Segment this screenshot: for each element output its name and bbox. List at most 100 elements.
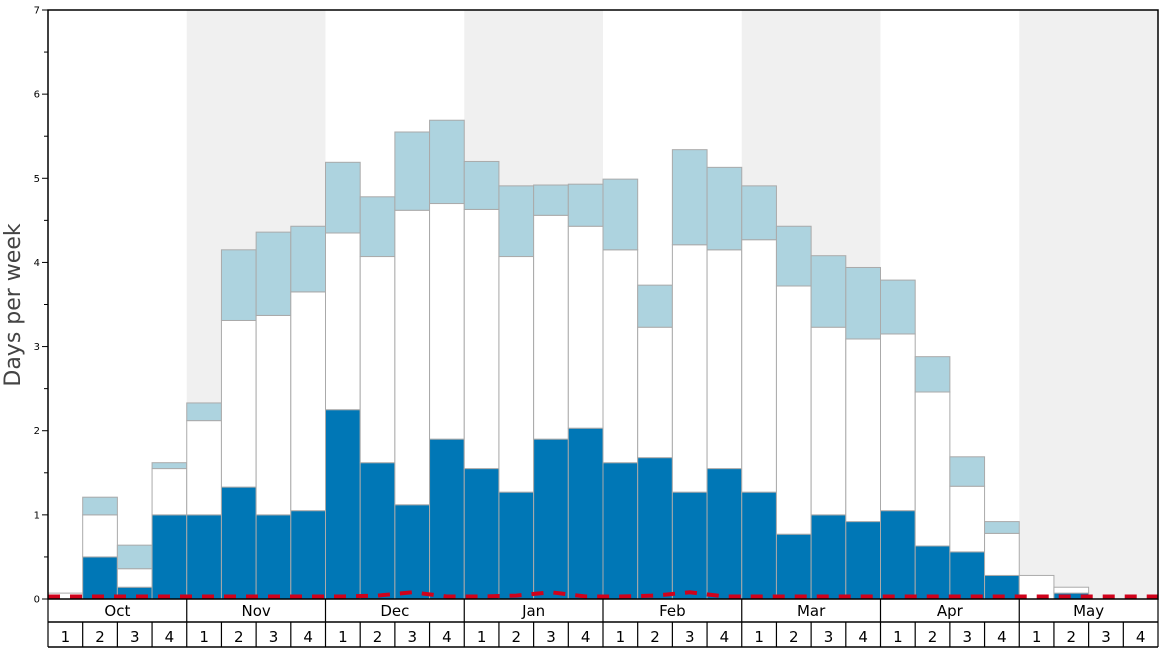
y-axis-label: Days per week bbox=[1, 223, 26, 386]
bar-segment-upper bbox=[810, 255, 847, 328]
x-month-label: Feb bbox=[659, 602, 686, 620]
bar-segment-lower bbox=[359, 462, 396, 600]
dashed-series-line bbox=[48, 590, 1158, 599]
bar-segment-lower bbox=[186, 514, 222, 600]
bar-segment-middle bbox=[845, 338, 881, 523]
bar-segment-upper bbox=[394, 131, 431, 211]
x-week-label: 3 bbox=[130, 628, 140, 646]
bar-segment-middle bbox=[914, 391, 951, 547]
bar-segment-middle bbox=[463, 208, 500, 470]
bar-segment-middle bbox=[498, 256, 535, 493]
bar-segment-upper bbox=[914, 356, 951, 393]
bar-segment-upper bbox=[290, 225, 326, 293]
bar-segment-middle bbox=[290, 291, 326, 512]
x-week-label: 2 bbox=[789, 628, 799, 646]
bar-segment-lower bbox=[706, 468, 743, 600]
bar-segment-middle bbox=[671, 244, 708, 493]
bar-segment-middle bbox=[706, 249, 743, 470]
x-month-label: Mar bbox=[797, 602, 826, 620]
bar-segment-upper bbox=[880, 279, 916, 335]
x-week-label: 2 bbox=[928, 628, 938, 646]
bar-segment-lower bbox=[325, 409, 361, 600]
bar-segment-upper bbox=[359, 196, 396, 258]
x-week-label: 3 bbox=[685, 628, 695, 646]
bar-segment-lower bbox=[567, 427, 604, 600]
x-week-label: 3 bbox=[1101, 628, 1111, 646]
x-week-label: 3 bbox=[824, 628, 834, 646]
bar-segment-middle bbox=[984, 532, 1020, 576]
x-week-label: 1 bbox=[893, 628, 903, 646]
bar-segment-upper bbox=[151, 462, 188, 470]
bar-segment-middle bbox=[116, 568, 153, 588]
y-tick-label: 3 bbox=[34, 342, 40, 353]
y-tick-label: 5 bbox=[34, 174, 40, 185]
bar-segment-upper bbox=[255, 231, 292, 316]
x-week-label: 4 bbox=[1136, 628, 1146, 646]
x-week-label: 2 bbox=[95, 628, 105, 646]
bar-segment-upper bbox=[116, 544, 153, 570]
bar-segment-upper bbox=[741, 185, 777, 241]
bar-segment-lower bbox=[602, 462, 639, 600]
bar-segment-middle bbox=[394, 209, 431, 506]
bar-segment-middle bbox=[810, 326, 847, 516]
x-week-label: 1 bbox=[754, 628, 764, 646]
y-tick-label: 0 bbox=[34, 595, 40, 606]
bar-segment-upper bbox=[498, 185, 535, 258]
bar-segment-lower bbox=[498, 491, 535, 600]
x-week-label: 4 bbox=[303, 628, 313, 646]
x-week-label: 4 bbox=[997, 628, 1007, 646]
bar-segment-upper bbox=[949, 456, 986, 487]
x-month-label: Dec bbox=[380, 602, 409, 620]
x-week-label: 1 bbox=[1032, 628, 1042, 646]
bar-segment-lower bbox=[533, 438, 569, 600]
bar-segment-lower bbox=[255, 514, 292, 600]
x-month-label: Nov bbox=[241, 602, 270, 620]
bar-segment-lower bbox=[290, 510, 326, 600]
x-month-label: Apr bbox=[937, 602, 964, 620]
x-week-label: 1 bbox=[338, 628, 348, 646]
bar-segment-middle bbox=[325, 232, 361, 411]
x-week-label: 1 bbox=[61, 628, 71, 646]
bar-segment-upper bbox=[706, 166, 743, 251]
bar-segment-lower bbox=[394, 504, 431, 600]
y-tick-label: 7 bbox=[34, 6, 40, 17]
bar-segment-upper bbox=[533, 184, 569, 216]
bar-segment-upper bbox=[325, 161, 361, 234]
axes: 0 1 2 3 4 5 6 7 Oct Nov Dec Jan Feb Mar Apr May 1 2 3 4 1 2 3 4… bbox=[34, 6, 1159, 648]
bar-segment-middle bbox=[949, 485, 986, 553]
dashed-line bbox=[48, 590, 1158, 599]
bar-segment-upper bbox=[429, 119, 465, 205]
bar-segment-middle bbox=[1053, 586, 1090, 594]
bar-segment-upper bbox=[637, 284, 673, 328]
x-month-label: Oct bbox=[104, 602, 130, 620]
bar-segment-lower bbox=[429, 438, 465, 600]
bar-segment-upper bbox=[82, 496, 118, 516]
x-week-label: 2 bbox=[373, 628, 383, 646]
x-week-label: 2 bbox=[1067, 628, 1077, 646]
bar-segment-middle bbox=[220, 319, 257, 488]
bar-segment-middle bbox=[602, 249, 639, 464]
bar-segment-upper bbox=[671, 149, 708, 246]
bar-segment-upper bbox=[186, 402, 222, 422]
bar-segment-lower bbox=[463, 468, 500, 600]
bar-segment-middle bbox=[255, 314, 292, 516]
bar-segment-middle bbox=[186, 420, 222, 516]
bar-segment-lower bbox=[637, 457, 673, 600]
x-week-label: 3 bbox=[407, 628, 417, 646]
x-week-label: 4 bbox=[165, 628, 175, 646]
x-week-label: 3 bbox=[962, 628, 972, 646]
x-week-label: 2 bbox=[650, 628, 660, 646]
y-tick-label: 6 bbox=[34, 90, 40, 101]
bar-segment-middle bbox=[359, 256, 396, 464]
bar-segment-lower bbox=[220, 486, 257, 600]
x-month-label: Jan bbox=[521, 602, 545, 620]
bar-segment-lower bbox=[914, 545, 951, 600]
x-week-label: 1 bbox=[616, 628, 626, 646]
month-shade-may bbox=[1019, 10, 1158, 599]
bar-segment-lower bbox=[949, 551, 986, 600]
bar-segment-upper bbox=[463, 160, 500, 210]
bar-segment-middle bbox=[82, 514, 118, 558]
bar-segment-middle bbox=[429, 203, 465, 440]
y-tick-label: 1 bbox=[34, 510, 40, 521]
